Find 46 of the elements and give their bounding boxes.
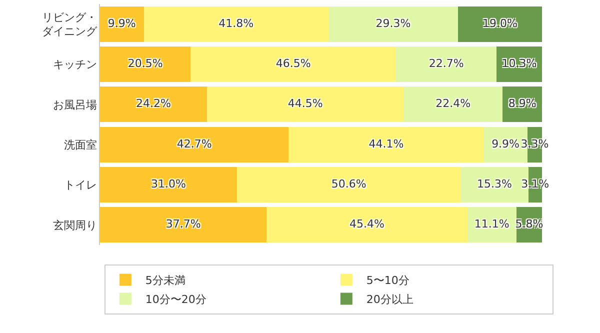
y-tick-label: 洗面室 — [64, 138, 97, 152]
data-label: 8.9% — [508, 97, 536, 110]
legend-label: 5〜10分 — [366, 274, 410, 288]
bar — [328, 6, 458, 42]
legend-label: 20分以上 — [366, 293, 414, 306]
bar — [288, 126, 484, 162]
bar — [100, 167, 238, 202]
bar — [404, 86, 503, 122]
bar — [100, 207, 267, 243]
bar — [266, 207, 468, 243]
y-tick-label: お風呂場 — [52, 98, 97, 112]
data-label: 22.7% — [428, 57, 464, 70]
data-label: 9.9% — [492, 137, 520, 150]
data-label: 20.5% — [128, 57, 163, 70]
data-label: 44.5% — [288, 97, 323, 110]
bar — [100, 126, 289, 162]
data-label: 42.7% — [176, 137, 212, 150]
bar — [206, 86, 404, 122]
data-label: 29.3% — [376, 16, 411, 30]
data-label: 46.5% — [276, 57, 311, 70]
data-label: 50.6% — [331, 178, 366, 190]
data-label: 24.2% — [136, 97, 171, 110]
data-label: 37.7% — [166, 218, 201, 231]
data-label: 11.1% — [474, 218, 510, 231]
bar — [144, 6, 329, 42]
bar — [396, 46, 496, 82]
bar — [458, 6, 542, 42]
data-label: 41.8% — [218, 16, 254, 30]
data-label: 22.4% — [436, 97, 471, 110]
data-label: 9.9% — [108, 16, 136, 30]
data-label: 44.1% — [368, 137, 404, 150]
bar — [237, 167, 461, 202]
data-label: 19.0% — [482, 16, 518, 30]
y-tick-label: 玄関周り — [52, 218, 97, 232]
legend-label: 5分未満 — [145, 274, 186, 288]
data-label: 31.0% — [151, 178, 186, 190]
bar — [100, 86, 207, 122]
bar — [100, 46, 191, 82]
data-label: 10.3% — [502, 57, 537, 70]
data-label: 15.3% — [477, 178, 512, 190]
legend-label: 10分〜20分 — [145, 293, 206, 306]
data-label: 45.4% — [349, 218, 384, 231]
y-tick-label: キッチン — [52, 58, 97, 72]
y-tick-label: リビング・ダイニング — [42, 10, 98, 38]
bar — [190, 46, 396, 82]
y-tick-label: トイレ — [64, 178, 97, 192]
